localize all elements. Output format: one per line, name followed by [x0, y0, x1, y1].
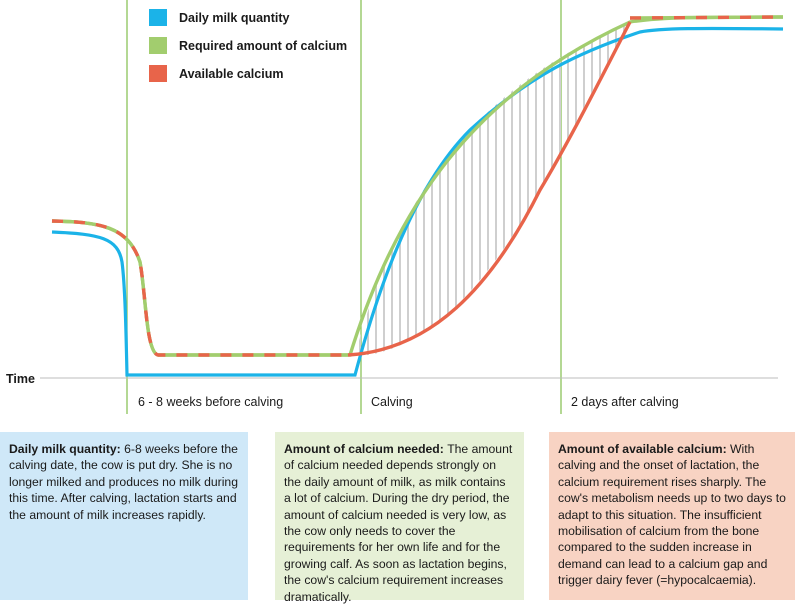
legend: Daily milk quantity Required amount of c…: [149, 9, 347, 82]
calcium-gap-hatch: [359, 22, 625, 356]
legend-swatch-milk: [149, 9, 167, 26]
legend-item-milk: Daily milk quantity: [149, 9, 289, 26]
info-box-milk-quantity: Daily milk quantity: 6-8 weeks before th…: [0, 432, 248, 600]
info-box-avail-title: Amount of available calcium:: [558, 442, 731, 456]
plateau-dash-red: [629, 15, 784, 20]
available-calcium-curve: [347, 21, 632, 357]
marker-label-2days: 2 days after calving: [571, 395, 679, 409]
time-axis-label: Time: [6, 372, 35, 386]
info-box-need-title: Amount of calcium needed:: [284, 442, 448, 456]
available-calcium-dash-green: [51, 219, 348, 357]
info-box-milk-text: 6-8 weeks before the calving date, the c…: [9, 442, 238, 522]
legend-label-required: Required amount of calcium: [179, 39, 347, 53]
info-box-calcium-needed: Amount of calcium needed: The amount of …: [275, 432, 524, 604]
legend-item-required: Required amount of calcium: [149, 37, 347, 54]
legend-label-milk: Daily milk quantity: [179, 11, 289, 25]
info-box-milk-title: Daily milk quantity:: [9, 442, 125, 456]
legend-label-available: Available calcium: [179, 67, 283, 81]
marker-label-dry-start: 6 - 8 weeks before calving: [138, 395, 283, 409]
legend-item-available: Available calcium: [149, 65, 283, 82]
info-box-available-calcium: Amount of available calcium: With calvin…: [549, 432, 795, 600]
available-calcium-dash-red: [51, 219, 348, 357]
calcium-diagram: Time 6 - 8 weeks before calving Calving …: [6, 0, 784, 414]
info-box-need-text: The amount of calcium needed depends str…: [284, 442, 513, 604]
marker-label-calving: Calving: [371, 395, 413, 409]
legend-swatch-required: [149, 37, 167, 54]
info-box-avail-text: With calving and the onset of lactation,…: [558, 442, 786, 588]
legend-swatch-available: [149, 65, 167, 82]
